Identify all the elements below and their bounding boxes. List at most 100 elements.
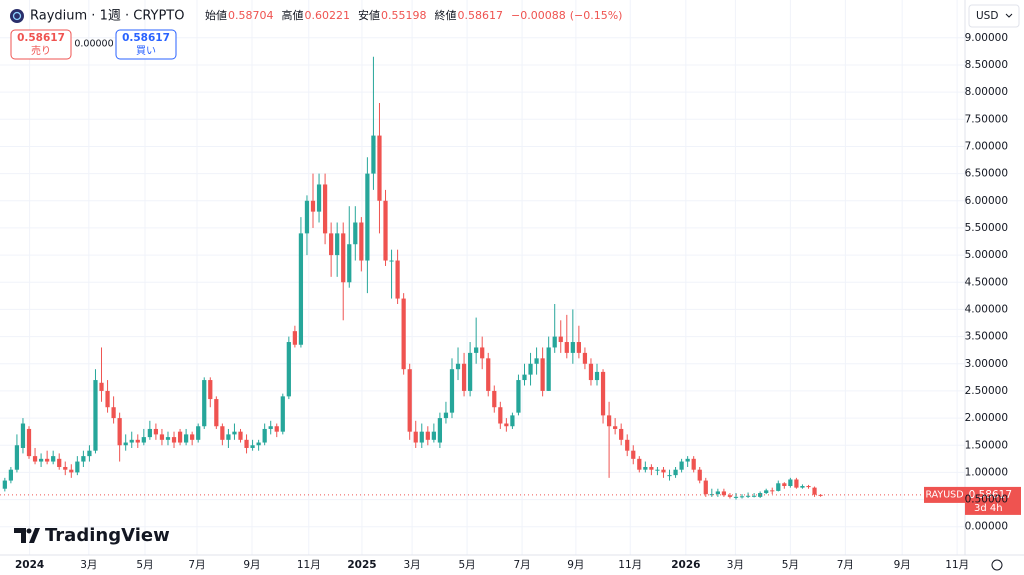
- legend-value: 0.58617: [458, 9, 504, 22]
- candle-body: [262, 428, 267, 443]
- candle-body: [733, 496, 739, 498]
- candle-body: [546, 347, 551, 391]
- y-tick-label: 1.00000: [965, 466, 1008, 478]
- candles: [2, 56, 823, 500]
- buy-label: 買い: [136, 45, 156, 57]
- candle-body: [335, 233, 340, 256]
- x-tick-label: 11月: [945, 559, 969, 571]
- candle-body: [443, 412, 449, 419]
- candle-body: [715, 491, 720, 495]
- candle-body: [709, 494, 714, 496]
- countdown: 3d 4h: [974, 503, 1003, 514]
- candle-body: [588, 363, 594, 381]
- candle-body: [75, 461, 80, 473]
- symbol-title[interactable]: Raydium · 1週 · CRYPTO: [30, 9, 184, 24]
- x-tick-label: 2025: [347, 559, 376, 571]
- candle-body: [20, 423, 26, 448]
- candle-body: [528, 363, 533, 375]
- x-tick-label: 3月: [80, 559, 97, 571]
- y-tick-label: 2.00000: [965, 412, 1008, 424]
- x-tick-label: 5月: [782, 559, 799, 571]
- x-tick-label: 3月: [404, 559, 421, 571]
- candle-body: [582, 352, 588, 364]
- currency-button[interactable]: [968, 4, 1020, 28]
- buy-button[interactable]: [115, 29, 177, 60]
- candle-body: [51, 456, 56, 462]
- candle-body: [455, 363, 461, 370]
- candle-body: [238, 431, 243, 440]
- brand-logo-dot: [26, 528, 32, 534]
- y-tick-label: 0.50000: [965, 494, 1008, 506]
- candle-body: [407, 369, 412, 432]
- x-tick-label: 5月: [136, 559, 153, 571]
- candle-body: [613, 426, 618, 429]
- candle-body: [673, 469, 678, 476]
- candle-body: [806, 486, 811, 488]
- candle-body: [721, 491, 727, 496]
- candle-body: [359, 222, 364, 261]
- currency: USD: [976, 10, 998, 22]
- x-tick-label: 2024: [15, 559, 44, 571]
- brand-name[interactable]: TradingView: [45, 525, 170, 546]
- candle-body: [540, 358, 545, 391]
- candle-body: [764, 490, 769, 494]
- candle-body: [183, 434, 189, 443]
- candle-body: [8, 469, 13, 481]
- price-tag-bg: [965, 486, 1021, 515]
- sell-button[interactable]: [10, 29, 72, 60]
- candle-body: [739, 496, 745, 498]
- candle-body: [600, 371, 606, 416]
- candle-body: [504, 423, 509, 427]
- candle-body: [594, 371, 600, 381]
- candle-body: [383, 200, 388, 261]
- candle-body: [534, 358, 539, 364]
- candle-body: [26, 428, 32, 457]
- x-tick-label: 2026: [671, 559, 700, 571]
- x-tick-label: 3月: [727, 559, 744, 571]
- candle-body: [782, 483, 787, 487]
- y-tick-label: 6.50000: [965, 168, 1008, 180]
- y-tick-label: 3.50000: [965, 331, 1008, 343]
- candle-body: [697, 469, 702, 481]
- y-tick-label: 4.50000: [965, 276, 1008, 288]
- settings-icon[interactable]: [991, 559, 1003, 571]
- candle-body: [274, 426, 279, 432]
- candle-body: [461, 363, 467, 391]
- x-tick-label: 7月: [188, 559, 205, 571]
- candle-body: [377, 135, 382, 201]
- candle-body: [226, 434, 231, 440]
- candle-body: [165, 437, 171, 440]
- candle-body: [159, 434, 165, 440]
- candle-body: [2, 480, 7, 489]
- x-tick-label: 11月: [297, 559, 321, 571]
- candle-body: [190, 434, 195, 440]
- y-tick-label: 9.00000: [965, 32, 1008, 44]
- symbol-tag-bg: [924, 486, 965, 503]
- sell-price: 0.58617: [17, 32, 65, 44]
- candle-body: [244, 439, 249, 448]
- y-tick-label: 4.00000: [965, 303, 1008, 315]
- candle-body: [655, 469, 660, 471]
- candle-body: [202, 380, 207, 427]
- candle-body: [395, 260, 400, 299]
- candle-body: [250, 445, 255, 448]
- y-tick-label: 0.00000: [965, 521, 1008, 533]
- candle-body: [770, 490, 775, 492]
- y-tick-label: 8.50000: [965, 59, 1008, 71]
- candle-body: [685, 458, 690, 462]
- candle-body: [292, 331, 297, 345]
- candle-body: [111, 407, 116, 419]
- candle-body: [522, 374, 527, 381]
- buy-price: 0.58617: [122, 32, 170, 44]
- candle-body: [123, 442, 128, 446]
- candle-body: [135, 439, 140, 443]
- candle-body: [552, 336, 557, 348]
- y-tick-label: 8.00000: [965, 86, 1008, 98]
- candle-body: [558, 336, 563, 343]
- candle-body: [474, 347, 479, 353]
- candle-body: [153, 428, 159, 435]
- candle-body: [649, 466, 654, 470]
- legend-label: 高値: [282, 8, 304, 22]
- candle-body: [625, 439, 630, 451]
